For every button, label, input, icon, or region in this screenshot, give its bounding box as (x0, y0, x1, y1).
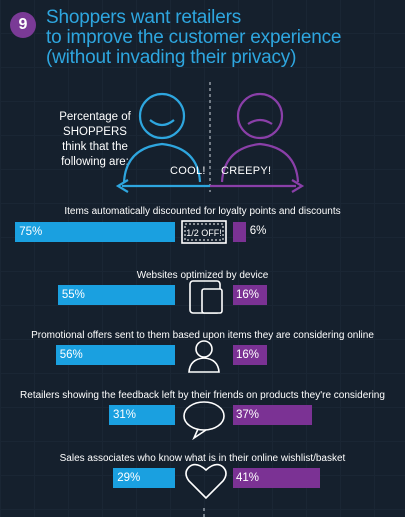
coupon-text: 1/2 OFF! (186, 228, 222, 238)
section-number-badge: 9 (10, 12, 36, 38)
cool-arrow-head (115, 179, 129, 193)
continuation-line (203, 508, 205, 517)
cool-value-1: 75% (19, 226, 43, 238)
heart-icon (185, 463, 227, 500)
cool-face-icon (122, 92, 202, 183)
creepy-value-3: 16% (236, 349, 260, 361)
cool-value-2: 55% (61, 289, 85, 301)
title-line-3: (without invading their privacy) (46, 47, 297, 68)
creepy-label: CREEPY! (221, 165, 272, 177)
creepy-bar-5: 41% (233, 468, 321, 488)
intro-line-3: think that the (62, 141, 128, 153)
creepy-bar-2: 16% (233, 285, 268, 305)
title-line-2: to improve the customer experience (46, 27, 342, 48)
cool-bar-2: 55% (57, 285, 175, 305)
question-3: Promotional offers sent to them based up… (31, 330, 374, 341)
intro-text: Percentage of SHOPPERS think that the fo… (50, 110, 140, 170)
title-line-1: Shoppers want retailers (46, 7, 242, 28)
cool-value-4: 31% (112, 409, 136, 421)
intro-line-4: following are: (61, 156, 129, 168)
creepy-bar-3: 16% (233, 345, 268, 365)
cool-label: COOL! (170, 165, 206, 177)
page-title: Shoppers want retailers to improve the c… (46, 8, 396, 68)
cool-bar-4: 31% (108, 405, 175, 425)
question-4: Retailers showing the feedback left by t… (20, 390, 385, 401)
creepy-value-1: 6% (249, 225, 267, 237)
cool-creepy-faces-illustration (115, 82, 305, 193)
question-2: Websites optimized by device (136, 270, 269, 281)
creepy-value-4: 37% (236, 409, 260, 421)
cool-value-3: 56% (59, 349, 83, 361)
cool-bar-1: 75% (15, 222, 175, 242)
question-5: Sales associates who know what is in the… (59, 453, 346, 464)
creepy-value-5: 41% (236, 472, 260, 484)
intro-line-1: Percentage of (59, 111, 131, 123)
creepy-bar-1 (233, 222, 246, 242)
speech-bubble-icon (183, 401, 225, 440)
coupon-icon: 1/2 OFF! (181, 220, 227, 244)
cool-value-5: 29% (117, 472, 141, 484)
creepy-face-icon (220, 92, 300, 183)
creepy-arrow-head (291, 179, 305, 193)
creepy-value-2: 16% (236, 289, 260, 301)
creepy-bar-4: 37% (233, 405, 312, 425)
cool-bar-5: 29% (113, 468, 175, 488)
question-1: Items automatically discounted for loyal… (64, 206, 341, 217)
intro-line-2: SHOPPERS (63, 126, 127, 138)
person-icon (188, 340, 220, 373)
cool-bar-3: 56% (55, 345, 175, 365)
devices-icon (189, 280, 223, 314)
